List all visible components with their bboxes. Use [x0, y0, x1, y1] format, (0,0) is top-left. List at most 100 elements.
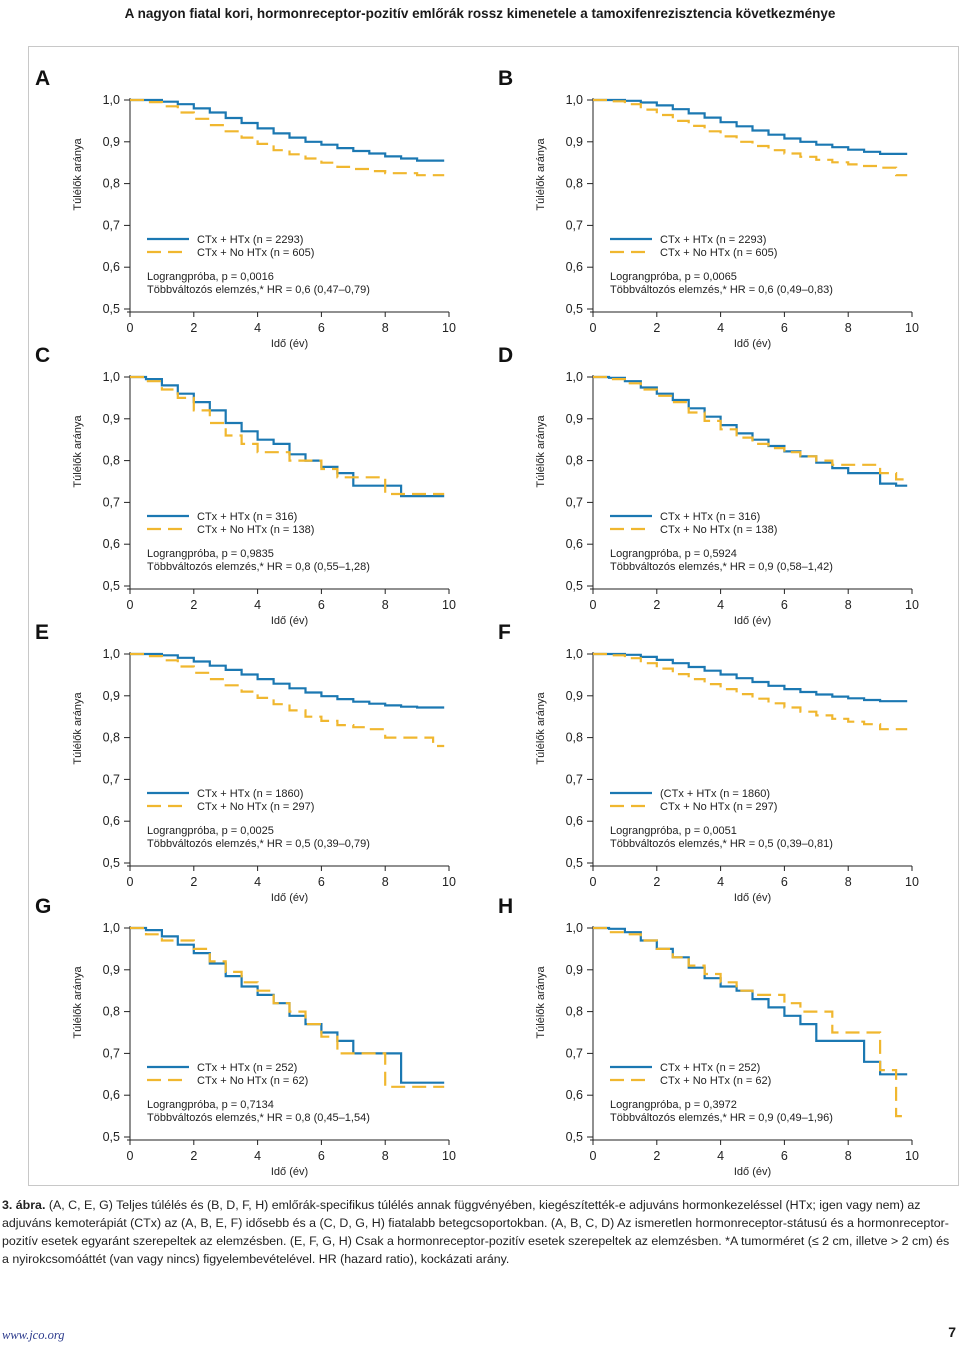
y-tick-label: 0,7 [566, 218, 583, 232]
chart-panel-b: B Túlélők aránya 0,5 0,6 0,7 0,8 0,9 1,0 0 2 4 6 8 10… [498, 67, 919, 350]
x-tick-label: 0 [590, 598, 597, 612]
y-axis-label: Túlélők aránya [535, 138, 547, 211]
y-tick-label: 0,9 [566, 689, 583, 703]
y-tick-label: 0,9 [103, 963, 120, 977]
y-tick-label: 1,0 [566, 921, 583, 935]
y-tick-label: 0,7 [103, 218, 120, 232]
stat-multivariate: Többváltozós elemzés,* HR = 0,6 (0,49–0,… [610, 284, 833, 296]
series-line-ctx-no-htx [130, 98, 445, 177]
legend-label-ctx-htx: CTx + HTx (n = 1860) [197, 788, 303, 800]
series-line-ctx-htx [593, 98, 908, 155]
y-tick-label: 0,5 [103, 856, 120, 870]
x-tick-label: 0 [590, 875, 597, 889]
panel-label: A [35, 67, 50, 90]
x-axis-label: Idő (év) [271, 338, 308, 350]
y-tick-label: 0,8 [103, 731, 120, 745]
y-tick-label: 0,7 [103, 1046, 120, 1060]
page-title: A nagyon fiatal kori, hormonreceptor-poz… [124, 6, 836, 21]
legend-label-ctx-htx: CTx + HTx (n = 316) [660, 511, 760, 523]
series-line-ctx-no-htx [130, 375, 445, 496]
x-axis-label: Idő (év) [271, 615, 308, 627]
y-tick-label: 0,6 [103, 1088, 120, 1102]
y-axis-label: Túlélők aránya [535, 415, 547, 488]
y-tick-label: 0,5 [566, 302, 583, 316]
stat-multivariate: Többváltozós elemzés,* HR = 0,5 (0,39–0,… [610, 838, 833, 850]
y-tick-label: 1,0 [103, 93, 120, 107]
y-tick-label: 0,5 [103, 579, 120, 593]
x-tick-label: 6 [318, 321, 325, 335]
x-axis-label: Idő (év) [271, 892, 308, 904]
x-tick-label: 8 [845, 875, 852, 889]
x-tick-label: 4 [254, 875, 261, 889]
y-axis-label: Túlélők aránya [72, 415, 84, 488]
page-number: 7 [948, 1324, 956, 1340]
chart-panel-g: G Túlélők aránya 0,5 0,6 0,7 0,8 0,9 1,0 0 2 4 6 8 10… [35, 895, 456, 1178]
figure-caption: 3. ábra. (A, C, E, G) Teljes túlélés és … [2, 1196, 958, 1268]
x-tick-label: 2 [653, 1149, 660, 1163]
y-tick-label: 0,6 [566, 537, 583, 551]
chart-panel-a: A Túlélők aránya 0,5 0,6 0,7 0,8 0,9 1,0 0 2 4 6 8 10… [35, 67, 456, 350]
x-tick-label: 10 [905, 321, 919, 335]
panel-label: E [35, 621, 49, 644]
series-line-ctx-htx [593, 652, 908, 703]
x-tick-label: 8 [845, 1149, 852, 1163]
series-line-ctx-no-htx [593, 926, 908, 1118]
series-line-ctx-no-htx [593, 375, 908, 481]
x-tick-label: 4 [254, 321, 261, 335]
x-tick-label: 4 [717, 875, 724, 889]
y-tick-label: 0,7 [103, 772, 120, 786]
legend-label-ctx-no-htx: CTx + No HTx (n = 62) [197, 1075, 308, 1087]
stat-logrank: Lograngpróba, p = 0,7134 [147, 1099, 274, 1111]
legend-label-ctx-htx: CTx + HTx (n = 2293) [197, 234, 303, 246]
y-tick-label: 0,7 [566, 1046, 583, 1060]
x-tick-label: 8 [382, 598, 389, 612]
series-line-ctx-htx [130, 98, 445, 162]
y-tick-label: 0,6 [566, 1088, 583, 1102]
x-tick-label: 4 [717, 598, 724, 612]
panel-label: D [498, 344, 513, 367]
series-line-ctx-htx [593, 375, 908, 487]
chart-panel-d: D Túlélők aránya 0,5 0,6 0,7 0,8 0,9 1,0 0 2 4 6 8 10… [498, 344, 919, 627]
x-tick-label: 6 [318, 875, 325, 889]
stat-logrank: Lograngpróba, p = 0,3972 [610, 1099, 737, 1111]
stat-multivariate: Többváltozós elemzés,* HR = 0,6 (0,47–0,… [147, 284, 370, 296]
y-tick-label: 0,5 [103, 1130, 120, 1144]
survival-curves-figure: A Túlélők aránya 0,5 0,6 0,7 0,8 0,9 1,0 0 2 4 6 8 10… [35, 67, 919, 1178]
stat-logrank: Lograngpróba, p = 0,5924 [610, 548, 737, 560]
series-line-ctx-htx [130, 652, 445, 709]
series-line-ctx-htx [130, 926, 445, 1084]
y-tick-label: 0,5 [566, 856, 583, 870]
journal-url-link[interactable]: www.jco.org [2, 1328, 65, 1342]
y-tick-label: 0,8 [566, 1005, 583, 1019]
y-tick-label: 0,8 [566, 731, 583, 745]
series-line-ctx-no-htx [593, 98, 908, 177]
legend-label-ctx-no-htx: CTx + No HTx (n = 297) [197, 801, 314, 813]
y-tick-label: 0,7 [103, 495, 120, 509]
legend-label-ctx-no-htx: CTx + No HTx (n = 605) [660, 247, 777, 259]
y-tick-label: 0,5 [566, 1130, 583, 1144]
x-tick-label: 6 [318, 1149, 325, 1163]
y-tick-label: 1,0 [566, 370, 583, 384]
y-axis-label: Túlélők aránya [535, 692, 547, 765]
y-tick-label: 0,9 [103, 412, 120, 426]
stat-multivariate: Többváltozós elemzés,* HR = 0,9 (0,58–1,… [610, 561, 833, 573]
x-axis-label: Idő (év) [734, 892, 771, 904]
chart-panel-c: C Túlélők aránya 0,5 0,6 0,7 0,8 0,9 1,0 0 2 4 6 8 10… [35, 344, 456, 627]
x-tick-label: 10 [905, 875, 919, 889]
x-axis-label: Idő (év) [734, 338, 771, 350]
x-tick-label: 4 [254, 598, 261, 612]
x-tick-label: 0 [127, 875, 134, 889]
x-tick-label: 2 [190, 321, 197, 335]
y-tick-label: 1,0 [103, 921, 120, 935]
y-tick-label: 0,6 [566, 260, 583, 274]
x-axis-label: Idő (év) [734, 1166, 771, 1178]
x-tick-label: 6 [781, 598, 788, 612]
y-axis-label: Túlélők aránya [72, 692, 84, 765]
chart-panel-e: E Túlélők aránya 0,5 0,6 0,7 0,8 0,9 1,0 0 2 4 6 8 10… [35, 621, 456, 904]
y-tick-label: 0,8 [103, 1005, 120, 1019]
y-tick-label: 0,8 [566, 454, 583, 468]
legend-label-ctx-htx: CTx + HTx (n = 2293) [660, 234, 766, 246]
caption-text: (A, C, E, G) Teljes túlélés és (B, D, F,… [2, 1198, 950, 1266]
x-tick-label: 10 [442, 598, 456, 612]
x-tick-label: 2 [190, 598, 197, 612]
